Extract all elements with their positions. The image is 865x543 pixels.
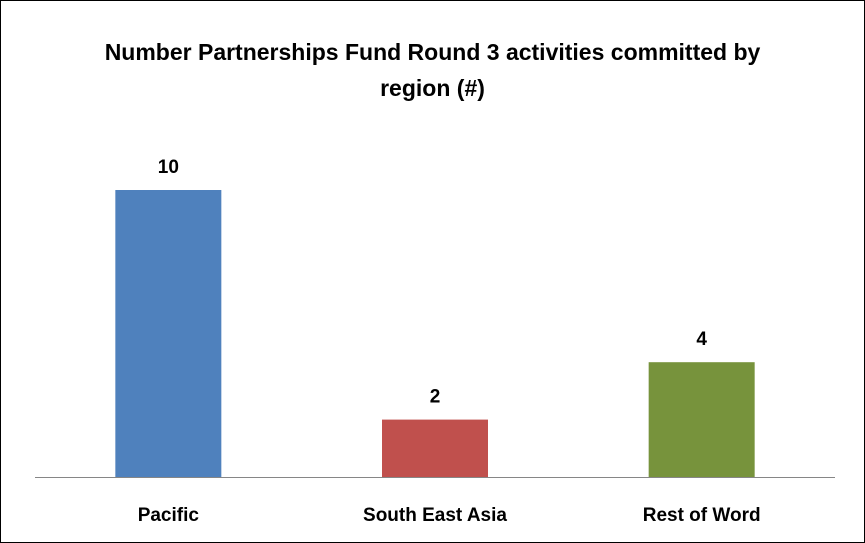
data-label: 4 (696, 329, 707, 350)
bar (115, 190, 222, 477)
x-tick-label: Pacific (138, 505, 200, 526)
x-tick-label: South East Asia (363, 505, 507, 526)
bar (648, 362, 755, 477)
bar (382, 419, 488, 477)
chart-title: Number Partnerships Fund Round 3 activit… (104, 39, 761, 101)
x-tick-label: Rest of Word (643, 505, 761, 526)
data-label: 2 (430, 387, 441, 408)
data-label: 10 (158, 157, 179, 178)
